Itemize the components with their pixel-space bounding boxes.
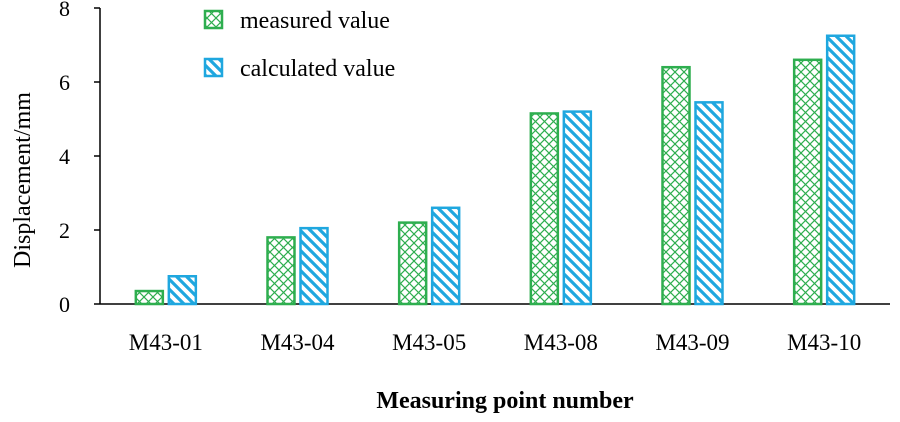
y-axis-title: Displacement/mm: [10, 92, 36, 268]
legend-swatch: [203, 57, 224, 78]
calculated-bar: [562, 110, 593, 306]
legend: measured value calculated value: [203, 8, 395, 82]
measured-bar: [529, 112, 560, 306]
legend-label: measured value: [240, 8, 390, 34]
measured-bar: [266, 236, 296, 306]
y-tick-label: 6: [59, 70, 70, 95]
y-tick-label: 2: [59, 218, 70, 243]
measured-bar: [397, 221, 428, 306]
measured-bar: [661, 65, 691, 306]
x-tick-label: M43-10: [787, 330, 861, 355]
legend-swatch: [203, 9, 224, 30]
calculated-bar: [825, 34, 856, 306]
calculated-bar: [299, 226, 329, 306]
x-tick-label: M43-04: [260, 330, 335, 355]
calculated-bar: [430, 206, 461, 306]
x-axis: M43-01 M43-04 M43-05 M43-08 M43-09 M43-10: [100, 303, 890, 355]
measured-bar: [134, 289, 165, 306]
y-tick-label: 0: [59, 292, 70, 317]
x-tick-label: M43-09: [655, 330, 729, 355]
y-tick-label: 4: [59, 144, 70, 169]
bars: [134, 34, 856, 306]
y-axis: 0 2 4 6 8: [59, 0, 101, 317]
x-tick-label: M43-05: [392, 330, 466, 355]
x-tick-label: M43-01: [129, 330, 203, 355]
calculated-bar: [694, 101, 724, 306]
x-tick-label: M43-08: [524, 330, 598, 355]
measured-bar: [792, 58, 823, 306]
y-tick-label: 8: [59, 0, 70, 21]
x-axis-title: Measuring point number: [376, 388, 634, 414]
calculated-bar: [167, 275, 198, 306]
legend-label: calculated value: [240, 56, 395, 82]
